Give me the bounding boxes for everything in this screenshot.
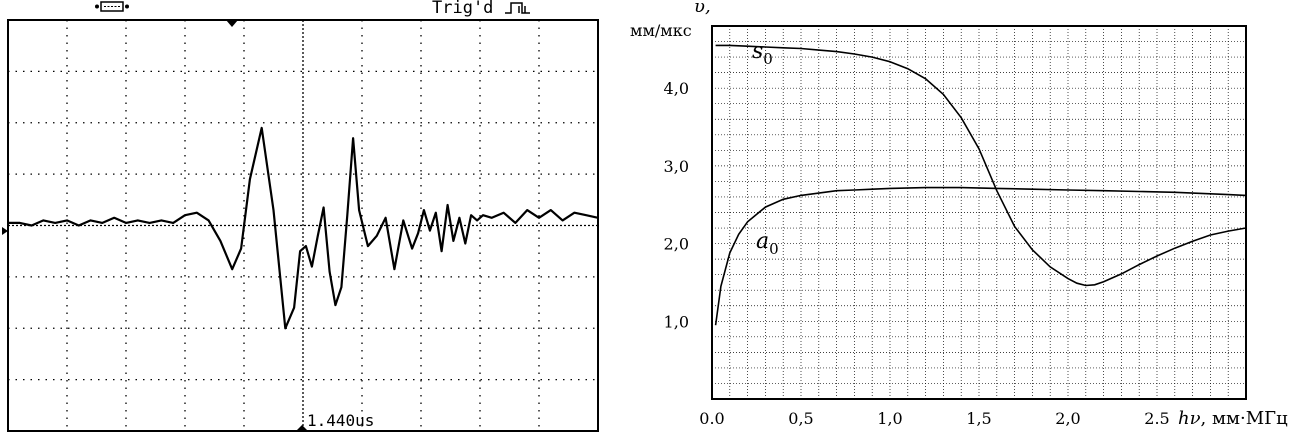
x-tick-labels: 0.0 0,5 1,0 1,5 2,0 2.5 xyxy=(699,409,1169,428)
x-tick-label: 1,5 xyxy=(966,409,991,428)
y-axis-symbol: υ, xyxy=(694,0,711,17)
trigger-position-marker xyxy=(226,20,238,27)
series-s0-line xyxy=(715,44,1247,287)
series-a0-line xyxy=(714,186,1247,326)
x-tick-label: 0,5 xyxy=(788,409,813,428)
signal-trace xyxy=(8,126,599,330)
y-axis-label: υ, мм/мкс xyxy=(630,0,711,40)
x-tick-label: 0.0 xyxy=(699,409,724,428)
svg-text:hν, мм·МГц: hν, мм·МГц xyxy=(1178,408,1288,429)
probe-icon xyxy=(95,1,129,12)
y-tick-label: 1,0 xyxy=(664,312,689,331)
trigger-status-label: Trig'd xyxy=(432,0,493,18)
y-tick-label: 2,0 xyxy=(664,235,689,254)
y-axis-unit: мм/мкс xyxy=(630,21,692,40)
y-tick-label: 4,0 xyxy=(664,79,689,98)
plot-grid xyxy=(712,26,1246,399)
x-tick-label: 2,0 xyxy=(1055,409,1080,428)
trigger-edge-icon xyxy=(505,2,530,14)
y-tick-labels: 1,0 2,0 3,0 4,0 xyxy=(664,79,689,331)
series-s0-label: s0 xyxy=(752,39,773,68)
scope-graticule xyxy=(8,20,598,431)
dispersion-plot: υ, мм/мкс 1,0 2,0 3,0 4,0 0.0 0,5 1,0 1,5 2,0 2.… xyxy=(630,0,1288,429)
x-tick-label: 1,0 xyxy=(877,409,902,428)
y-tick-label: 3,0 xyxy=(664,157,689,176)
series-a0-label: a0 xyxy=(756,229,779,258)
plot-frame xyxy=(711,25,1247,400)
x-axis-label: hν, мм·МГц xyxy=(1178,408,1288,429)
ground-level-marker xyxy=(2,227,8,235)
cursor-marker xyxy=(296,425,308,431)
x-tick-label: 2.5 xyxy=(1144,409,1169,428)
time-readout: 1.440us xyxy=(307,411,374,430)
oscilloscope-screen: Trig'd 1.440us xyxy=(2,0,599,432)
